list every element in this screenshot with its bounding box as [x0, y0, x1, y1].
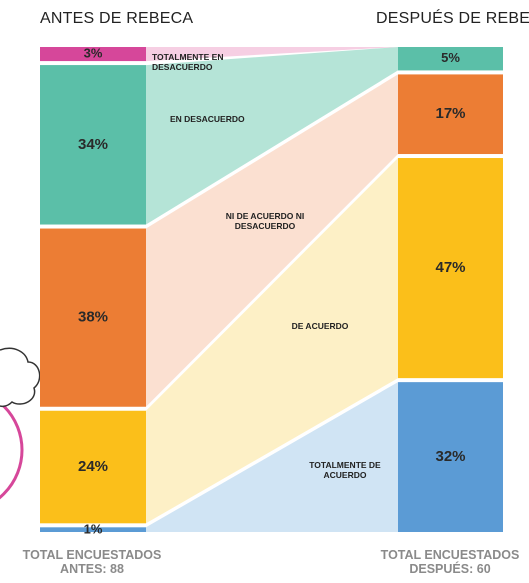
flow-label: EN DESACUERDO — [170, 114, 245, 124]
cloud-decoration — [0, 347, 41, 408]
bar-segment — [398, 158, 503, 379]
bar-segment — [398, 382, 503, 532]
flow — [146, 158, 398, 524]
footer-left: TOTAL ENCUESTADOS ANTES: 88 — [2, 548, 182, 576]
value-label: 1% — [84, 521, 103, 536]
value-label: 3% — [84, 45, 103, 60]
circle-decoration — [0, 400, 24, 500]
bar-segment — [398, 47, 503, 71]
footer-line: TOTAL ENCUESTADOS — [380, 548, 520, 562]
bar-segment — [40, 410, 146, 524]
footer-line: TOTAL ENCUESTADOS — [22, 548, 162, 562]
flow — [146, 47, 398, 225]
flow-label: TOTALMENTE DE ACUERDO — [309, 460, 381, 480]
value-label: 34% — [78, 136, 108, 153]
left-title: ANTES DE REBECA — [40, 10, 194, 27]
flow-label: TOTALMENTE EN DESACUERDO — [152, 52, 224, 72]
value-label: 5% — [441, 50, 460, 65]
footer-line: ANTES: 88 — [60, 562, 124, 576]
bar-segment — [40, 228, 146, 407]
value-label: 32% — [435, 448, 465, 465]
flow-label: DE ACUERDO — [291, 321, 349, 331]
flow — [146, 382, 398, 532]
footer-line: DESPUÉS: 60 — [409, 562, 491, 576]
footer-right: TOTAL ENCUESTADOS DESPUÉS: 60 — [360, 548, 529, 576]
flow-label: NI DE ACUERDO NI DESACUERDO — [225, 211, 305, 231]
bar-segment — [40, 65, 146, 225]
bar-segment — [398, 74, 503, 155]
value-label: 38% — [78, 309, 108, 326]
value-label: 17% — [435, 105, 465, 122]
bar-segment — [40, 47, 146, 62]
value-label: 24% — [78, 458, 108, 475]
value-label: 47% — [435, 259, 465, 276]
bar-segment — [40, 527, 146, 532]
flow — [146, 47, 398, 62]
flow — [146, 74, 398, 407]
decoration — [0, 347, 41, 500]
right-title: DESPUÉS DE REBECA — [376, 10, 529, 27]
